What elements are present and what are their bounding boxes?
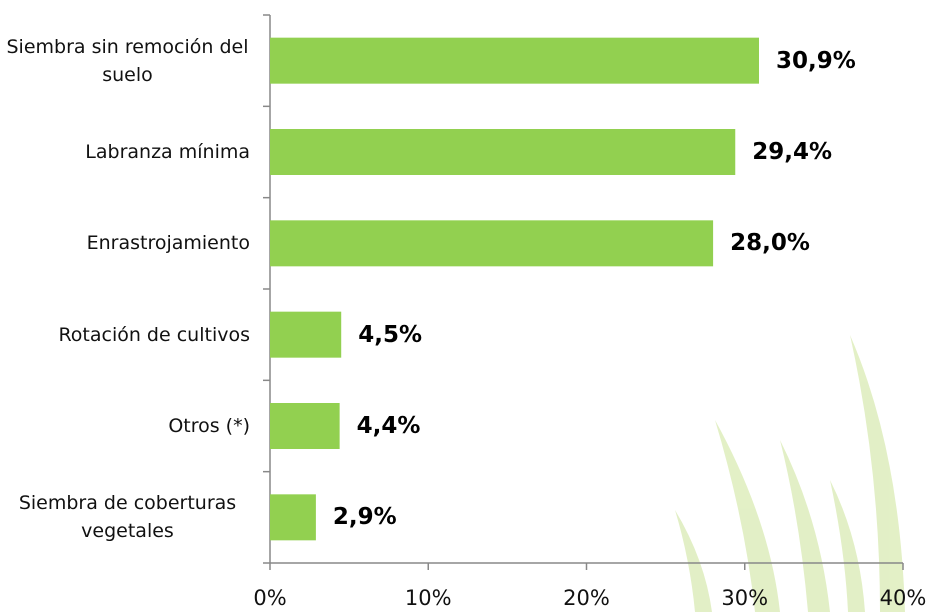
category-label-box: Siembra de coberturas vegetales xyxy=(0,472,250,563)
value-label: 29,4% xyxy=(752,139,833,165)
bar xyxy=(270,403,340,449)
category-label: Siembra de coberturas vegetales xyxy=(18,492,237,543)
category-label: Labranza mínima xyxy=(85,140,250,163)
value-label: 28,0% xyxy=(730,230,810,257)
value-label: 4,4% xyxy=(356,413,421,439)
x-tick-label: 40% xyxy=(879,586,927,610)
value-label: 30,9% xyxy=(775,47,856,74)
category-label-box: Enrastrojamiento xyxy=(0,198,250,289)
category-label-box: Otros (*) xyxy=(0,380,250,471)
value-label: 4,5% xyxy=(358,321,422,348)
category-label-box: Rotación de cultivos xyxy=(0,289,250,380)
category-label-box: Siembra sin remoción del suelo xyxy=(0,15,250,106)
category-label: Enrastrojamiento xyxy=(86,232,250,255)
x-tick-label: 30% xyxy=(721,586,769,610)
category-label: Siembra sin remoción del suelo xyxy=(6,35,249,86)
category-label: Rotación de cultivos xyxy=(58,323,250,346)
bar xyxy=(270,37,759,84)
grass-decoration xyxy=(675,335,905,612)
value-label: 2,9% xyxy=(332,504,397,531)
category-label-box: Labranza mínima xyxy=(0,106,250,197)
bar xyxy=(270,220,714,267)
x-tick-label: 10% xyxy=(404,586,452,610)
x-tick-label: 20% xyxy=(563,586,610,610)
bar xyxy=(270,311,342,358)
bar xyxy=(270,494,316,541)
bar xyxy=(270,129,736,175)
x-tick-label: 0% xyxy=(253,586,287,610)
category-label: Otros (*) xyxy=(168,414,250,437)
